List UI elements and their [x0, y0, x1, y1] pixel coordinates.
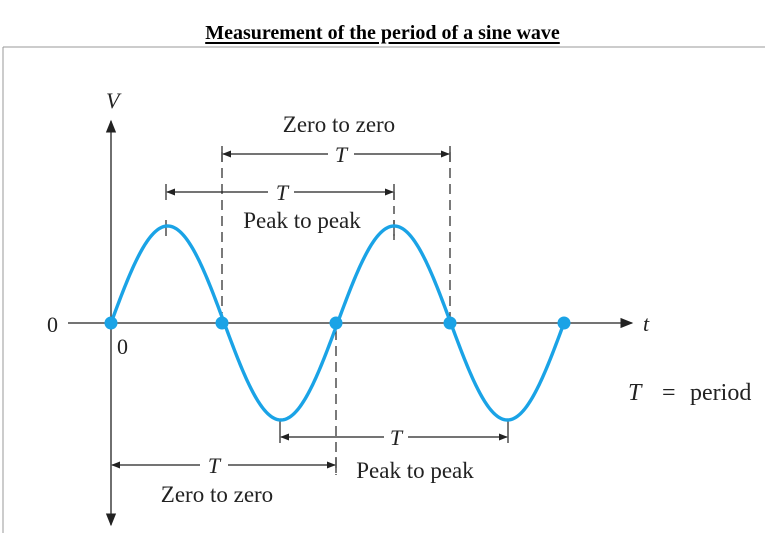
page-title: Measurement of the period of a sine wave — [205, 22, 560, 44]
zero-crossing-point — [329, 316, 343, 330]
bottom-zero-to-zero-arrow — [111, 457, 337, 473]
zero-crossing-point — [557, 316, 571, 330]
origin-label: 0 — [117, 334, 128, 359]
top-zero-to-zero-arrow — [221, 146, 451, 162]
legend-T-symbol: T — [628, 380, 643, 406]
bottom-zero-to-zero-T: T — [208, 453, 222, 478]
top-peak-to-peak-arrow — [165, 184, 395, 200]
top-peak-to-peak-caption: Peak to peak — [243, 208, 361, 233]
zero-crossing-point — [443, 316, 457, 330]
top-zero-to-zero-T: T — [335, 142, 349, 167]
zero-level-label: 0 — [47, 312, 58, 337]
top-zero-to-zero-caption: Zero to zero — [283, 112, 395, 137]
zero-crossing-point — [215, 316, 229, 330]
legend-period-label: period — [690, 380, 751, 406]
top-peak-to-peak-T: T — [276, 180, 290, 205]
zero-crossing-point — [104, 316, 118, 330]
y-axis-label: V — [106, 88, 122, 113]
bottom-peak-to-peak-T: T — [390, 425, 404, 450]
bottom-peak-to-peak-caption: Peak to peak — [356, 458, 474, 483]
legend-equals: = — [662, 380, 676, 406]
bottom-zero-to-zero-caption: Zero to zero — [161, 482, 273, 507]
x-axis-label: t — [643, 311, 650, 336]
